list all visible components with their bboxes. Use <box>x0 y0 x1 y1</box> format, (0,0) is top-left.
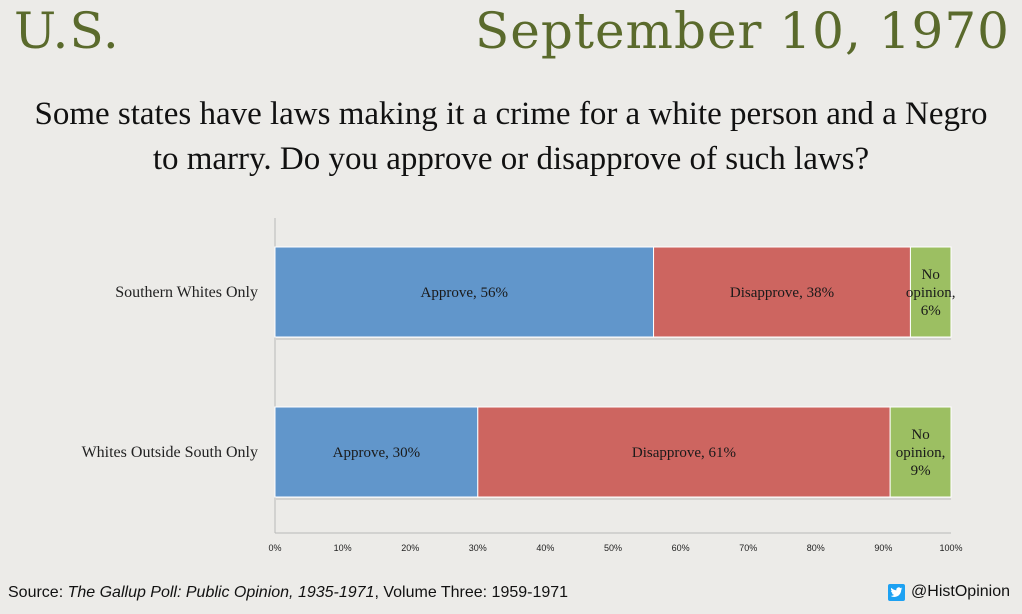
data-label: Disapprove, 38% <box>730 285 834 301</box>
bar-segment <box>477 406 891 498</box>
x-tick-label: 20% <box>401 543 419 553</box>
x-tick-label: 80% <box>807 543 825 553</box>
source-title: The Gallup Poll: Public Opinion, 1935-19… <box>67 584 375 601</box>
bar-segment <box>274 246 655 338</box>
x-tick-label: 30% <box>469 543 487 553</box>
category-label: Southern Whites Only <box>115 284 258 301</box>
x-tick-label: 100% <box>939 543 962 553</box>
data-label: Approve, 30% <box>333 445 420 461</box>
x-tick-label: 90% <box>874 543 892 553</box>
header-region: U.S. <box>14 2 120 60</box>
bar-segment <box>889 406 952 498</box>
bar-segment <box>274 406 479 498</box>
x-tick-label: 40% <box>536 543 554 553</box>
data-label: Disapprove, 61% <box>632 445 736 461</box>
x-tick-label: 0% <box>268 543 281 553</box>
source-prefix: Source: <box>8 584 68 601</box>
handle-text: @HistOpinion <box>911 583 1010 600</box>
source-suffix: , Volume Three: 1959-1971 <box>374 584 569 601</box>
x-tick-label: 50% <box>604 543 622 553</box>
x-tick-label: 70% <box>739 543 757 553</box>
category-label: Whites Outside South Only <box>82 444 258 461</box>
header-date: September 10, 1970 <box>475 2 1010 60</box>
survey-question: Some states have laws making it a crime … <box>34 96 988 177</box>
x-tick-label: 10% <box>334 543 352 553</box>
x-tick-label: 60% <box>672 543 690 553</box>
data-label: No opinion, 9% <box>896 427 946 479</box>
source-citation: Source: The Gallup Poll: Public Opinion,… <box>8 584 568 602</box>
stacked-bar-chart: 0% 10% 20% 30% 40% 50% 60% 70% 80% 90% 100% Souther… <box>82 218 963 553</box>
bar-segment <box>909 246 952 338</box>
data-label: Approve, 56% <box>421 285 508 301</box>
social-handle[interactable]: @HistOpinion <box>888 583 1010 601</box>
twitter-icon <box>888 583 906 601</box>
data-label: No opinion, 6% <box>906 267 956 319</box>
